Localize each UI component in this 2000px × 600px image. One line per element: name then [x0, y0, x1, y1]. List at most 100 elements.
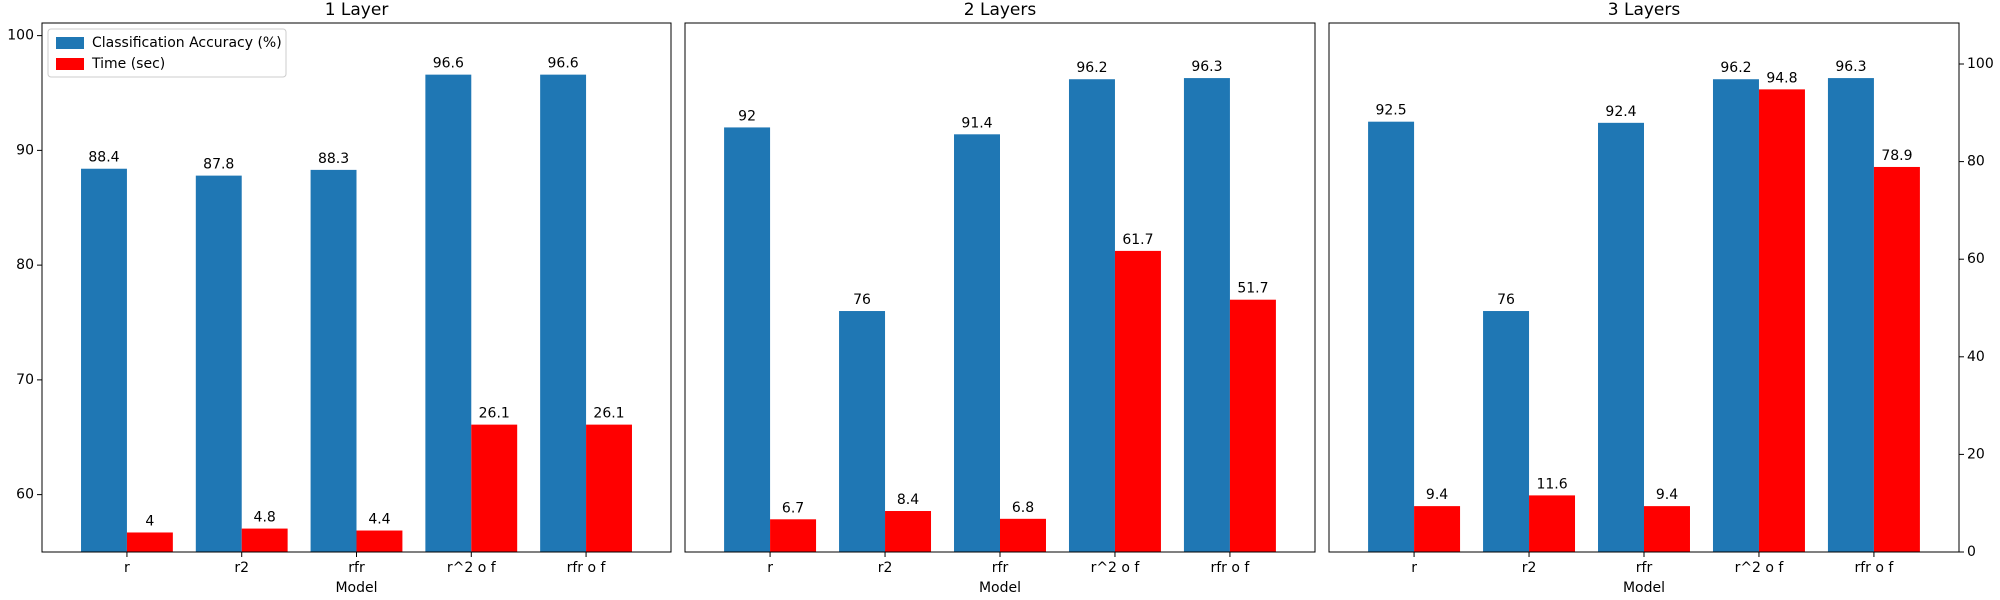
bar [1114, 250, 1161, 552]
value-label: 4 [145, 513, 154, 529]
value-label: 26.1 [593, 406, 624, 422]
value-label: 11.6 [1536, 476, 1567, 492]
value-label: 96.6 [433, 56, 464, 72]
x-axis-label: Model [335, 580, 377, 596]
y2-tick-label: 60 [1967, 251, 1985, 267]
value-label: 9.4 [1426, 487, 1448, 503]
x-tick-label: rfr [992, 560, 1009, 576]
bar [1529, 495, 1576, 552]
value-label: 8.4 [897, 492, 919, 508]
axes-frame [684, 22, 1316, 553]
bar [1758, 89, 1805, 552]
bar [1712, 79, 1759, 552]
bar [241, 528, 288, 552]
value-label: 88.3 [318, 151, 349, 167]
y2-tick-label: 80 [1967, 154, 1985, 170]
x-axis-label: Model [1623, 580, 1665, 596]
legend-label: Classification Accuracy (%) [92, 35, 282, 51]
value-label: 91.4 [961, 115, 992, 131]
bar [1000, 518, 1046, 552]
bar [770, 519, 817, 552]
value-label: 4.4 [368, 512, 390, 528]
legend-box [47, 28, 287, 78]
x-tick-label: r2 [234, 560, 249, 576]
value-label: 96.2 [1076, 60, 1107, 76]
bar [540, 74, 587, 552]
y-tick-label: 80 [16, 257, 34, 273]
x-tick-label: r [1411, 560, 1417, 576]
bar [1068, 79, 1115, 552]
legend-swatch [56, 58, 84, 70]
x-tick-label: rfr [1636, 560, 1653, 576]
bar [1183, 78, 1230, 552]
x-tick-label: rfr o f [1855, 560, 1895, 576]
bar [1873, 166, 1920, 553]
y2-tick-label: 100 [1967, 56, 1994, 72]
y2-tick-label: 0 [1967, 544, 1976, 560]
bar [81, 168, 127, 552]
value-label: 92.5 [1375, 103, 1406, 119]
panel-title: 2 Layers [964, 0, 1037, 20]
y-tick-label: 90 [16, 142, 34, 158]
value-label: 78.9 [1881, 148, 1912, 164]
bar [425, 74, 472, 552]
value-label: 96.6 [548, 56, 579, 72]
value-label: 96.3 [1835, 59, 1866, 75]
value-label: 92 [738, 108, 756, 124]
x-tick-label: rfr o f [567, 560, 607, 576]
bar [724, 127, 771, 552]
value-label: 96.2 [1720, 60, 1751, 76]
y2-tick-label: 40 [1967, 349, 1985, 365]
bar [310, 169, 357, 553]
value-label: 51.7 [1237, 281, 1268, 297]
legend-swatch [56, 37, 84, 49]
bar [356, 530, 403, 552]
value-label: 6.8 [1012, 500, 1034, 516]
value-label: 96.3 [1191, 59, 1222, 75]
bar [586, 424, 632, 552]
x-tick-label: r^2 o f [447, 560, 497, 576]
value-label: 94.8 [1766, 70, 1797, 86]
y2-tick-label: 20 [1967, 446, 1985, 462]
bar [1368, 121, 1415, 553]
bar [885, 511, 932, 552]
value-label: 4.8 [254, 510, 276, 526]
x-tick-label: r^2 o f [1091, 560, 1141, 576]
x-tick-label: r2 [878, 560, 893, 576]
axes-frame [41, 22, 672, 553]
x-tick-label: r [767, 560, 773, 576]
bar [1483, 311, 1530, 552]
axes-frame [1328, 22, 1960, 553]
value-label: 26.1 [479, 406, 510, 422]
bar [1598, 122, 1644, 552]
bar [471, 424, 518, 552]
value-label: 87.8 [203, 157, 234, 173]
legend-label: Time (sec) [91, 56, 165, 72]
y-tick-label: 60 [16, 487, 34, 503]
x-axis-label: Model [979, 580, 1021, 596]
x-tick-label: r [124, 560, 130, 576]
bar [954, 134, 1000, 552]
y-tick-label: 70 [16, 372, 34, 388]
x-tick-label: r^2 o f [1735, 560, 1785, 576]
value-label: 88.4 [88, 150, 119, 166]
bar [1644, 506, 1690, 552]
value-label: 9.4 [1656, 487, 1678, 503]
x-tick-label: rfr [348, 560, 365, 576]
x-tick-label: rfr o f [1211, 560, 1251, 576]
value-label: 92.4 [1605, 104, 1636, 120]
value-label: 76 [853, 292, 871, 308]
value-label: 61.7 [1122, 232, 1153, 248]
value-label: 76 [1497, 292, 1515, 308]
bar [126, 532, 173, 552]
bar [839, 311, 886, 552]
bar [1827, 78, 1874, 552]
y-tick-label: 100 [7, 28, 34, 44]
panel-title: 1 Layer [325, 0, 389, 20]
bar [1414, 506, 1461, 552]
bar [195, 175, 242, 552]
value-label: 6.7 [782, 500, 804, 516]
bar [1229, 299, 1276, 552]
